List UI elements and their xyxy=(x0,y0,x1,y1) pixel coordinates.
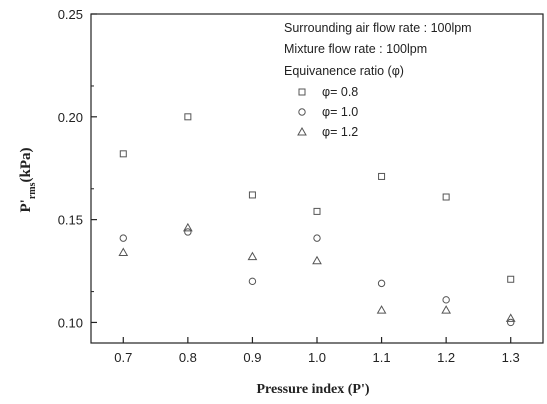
square-marker xyxy=(378,172,386,180)
y-tick-label: 0.25 xyxy=(58,7,83,22)
legend-note-surrounding-air: Surrounding air flow rate : 100lpm xyxy=(284,21,472,35)
triangle-marker xyxy=(247,251,258,261)
legend-triangle-marker xyxy=(297,126,307,136)
triangle-marker xyxy=(182,222,193,232)
square-marker xyxy=(248,191,256,199)
x-tick-label: 0.8 xyxy=(179,350,197,365)
circle-marker xyxy=(442,296,450,304)
x-tick-label: 0.7 xyxy=(114,350,132,365)
legend-note-equivalence-ratio: Equivanence ratio (φ) xyxy=(284,64,404,78)
x-tick-label: 1.0 xyxy=(308,350,326,365)
triangle-marker xyxy=(505,313,516,322)
legend-label: φ= 0.8 xyxy=(322,85,358,99)
y-axis-title: P'rms(kPa) xyxy=(18,147,38,212)
axis-ticks: 0.7 0.8 0.9 1.0 1.1 1.2 1.3 0.10 0.15 0.20 0.25 xyxy=(58,7,520,365)
legend-circle-marker xyxy=(298,108,306,116)
square-marker xyxy=(184,113,192,121)
legend-label: φ= 1.2 xyxy=(322,125,358,139)
data-markers xyxy=(118,113,516,327)
y-tick-label: 0.15 xyxy=(58,213,83,228)
legend-note-mixture-flow: Mixture flow rate : 100lpm xyxy=(284,42,427,56)
circle-marker xyxy=(313,234,321,242)
circle-marker xyxy=(119,234,127,242)
square-marker xyxy=(442,193,450,201)
x-tick-label: 1.2 xyxy=(437,350,455,365)
triangle-marker xyxy=(376,305,387,314)
y-tick-label: 0.10 xyxy=(58,315,83,330)
legend-square-marker xyxy=(298,88,306,96)
circle-marker xyxy=(184,228,192,236)
square-marker xyxy=(119,150,127,158)
triangle-marker xyxy=(312,255,322,265)
y-tick-label: 0.20 xyxy=(58,110,83,125)
x-tick-label: 0.9 xyxy=(243,350,261,365)
x-tick-label: 1.1 xyxy=(373,350,391,365)
circle-marker xyxy=(507,318,515,327)
square-marker xyxy=(313,207,321,215)
legend: Surrounding air flow rate : 100lpm Mixtu… xyxy=(284,21,472,139)
legend-entries: φ= 0.8 φ= 1.0 φ= 1.2 xyxy=(297,85,358,139)
triangle-marker xyxy=(118,247,129,257)
circle-marker xyxy=(377,279,386,288)
square-marker xyxy=(507,275,515,283)
triangle-marker xyxy=(441,305,452,314)
circle-marker xyxy=(248,277,257,286)
x-tick-label: 1.3 xyxy=(502,350,520,365)
legend-label: φ= 1.0 xyxy=(322,105,358,119)
x-axis-title: Pressure index (P') xyxy=(256,382,369,397)
